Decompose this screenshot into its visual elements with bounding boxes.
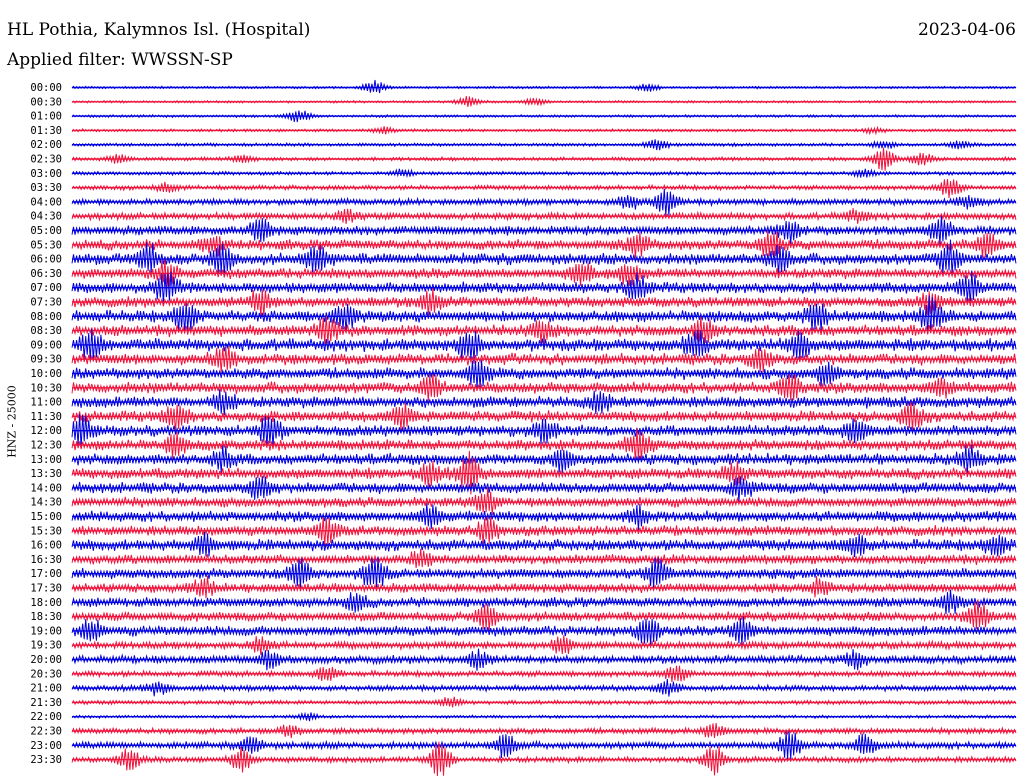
time-tick-2200: 22:00 xyxy=(30,711,62,723)
trace-0600 xyxy=(71,239,1017,278)
time-tick-1430: 14:30 xyxy=(30,497,62,509)
station-title: HL Pothia, Kalymnos Isl. (Hospital) xyxy=(7,20,311,40)
trace-1900 xyxy=(71,616,1017,646)
trace-0800 xyxy=(71,295,1017,334)
time-tick-0000: 00:00 xyxy=(30,82,62,94)
trace-0530 xyxy=(71,230,1017,259)
time-tick-2300: 23:00 xyxy=(30,740,62,752)
time-tick-0430: 04:30 xyxy=(30,211,62,223)
time-tick-0400: 04:00 xyxy=(30,196,62,208)
time-tick-2030: 20:30 xyxy=(30,668,62,680)
time-tick-2100: 21:00 xyxy=(30,683,62,695)
time-tick-1800: 18:00 xyxy=(30,597,62,609)
time-tick-2130: 21:30 xyxy=(30,697,62,709)
trace-1600 xyxy=(71,531,1017,558)
time-tick-0100: 01:00 xyxy=(30,111,62,123)
trace-2030 xyxy=(71,665,1017,683)
time-tick-1030: 10:30 xyxy=(30,382,62,394)
time-tick-2330: 23:30 xyxy=(30,754,62,766)
time-tick-0130: 01:30 xyxy=(30,125,62,137)
time-tick-0200: 02:00 xyxy=(30,139,62,151)
time-tick-labels: 00:00 00:30 01:00 01:30 02:00 02:30 03:00 03:30… xyxy=(30,82,62,766)
seismic-traces xyxy=(71,79,1017,777)
trace-1330 xyxy=(71,450,1017,495)
time-tick-0330: 03:30 xyxy=(30,182,62,194)
time-tick-1930: 19:30 xyxy=(30,640,62,652)
time-tick-2000: 20:00 xyxy=(30,654,62,666)
time-tick-1830: 18:30 xyxy=(30,611,62,623)
time-tick-2230: 22:30 xyxy=(30,726,62,738)
time-tick-1700: 17:00 xyxy=(30,568,62,580)
time-tick-0900: 09:00 xyxy=(30,339,62,351)
time-tick-0730: 07:30 xyxy=(30,297,62,309)
time-tick-0630: 06:30 xyxy=(30,268,62,280)
filter-label: Applied filter: WWSSN-SP xyxy=(7,50,233,70)
time-tick-1530: 15:30 xyxy=(30,525,62,537)
trace-1830 xyxy=(71,599,1017,632)
trace-1730 xyxy=(71,575,1017,599)
time-tick-1100: 11:00 xyxy=(30,397,62,409)
time-tick-1400: 14:00 xyxy=(30,482,62,494)
time-tick-1130: 11:30 xyxy=(30,411,62,423)
trace-0000 xyxy=(71,79,1017,94)
time-tick-1300: 13:00 xyxy=(30,454,62,466)
time-tick-1600: 16:00 xyxy=(30,540,62,552)
time-tick-0230: 02:30 xyxy=(30,154,62,166)
time-tick-1200: 12:00 xyxy=(30,425,62,437)
time-tick-0800: 08:00 xyxy=(30,311,62,323)
time-tick-1500: 15:00 xyxy=(30,511,62,523)
time-tick-0500: 05:00 xyxy=(30,225,62,237)
trace-0330 xyxy=(71,178,1017,198)
trace-0500 xyxy=(71,215,1017,245)
time-tick-0300: 03:00 xyxy=(30,168,62,180)
trace-1630 xyxy=(71,548,1017,569)
time-tick-1900: 19:00 xyxy=(30,625,62,637)
trace-1300 xyxy=(71,444,1017,474)
time-tick-1730: 17:30 xyxy=(30,583,62,595)
time-tick-0030: 00:30 xyxy=(30,96,62,108)
trace-1100 xyxy=(71,389,1017,416)
time-tick-1630: 16:30 xyxy=(30,554,62,566)
time-tick-0530: 05:30 xyxy=(30,239,62,251)
time-tick-0930: 09:30 xyxy=(30,354,62,366)
time-tick-1000: 10:00 xyxy=(30,368,62,380)
time-tick-0600: 06:00 xyxy=(30,254,62,266)
trace-0730 xyxy=(71,288,1017,317)
time-tick-0700: 07:00 xyxy=(30,282,62,294)
trace-1130 xyxy=(71,401,1017,433)
trace-0900 xyxy=(71,328,1017,362)
time-tick-0830: 08:30 xyxy=(30,325,62,337)
time-tick-1230: 12:30 xyxy=(30,440,62,452)
record-date: 2023-04-06 xyxy=(917,20,1016,40)
trace-1800 xyxy=(71,589,1017,615)
time-tick-1330: 13:30 xyxy=(30,468,62,480)
